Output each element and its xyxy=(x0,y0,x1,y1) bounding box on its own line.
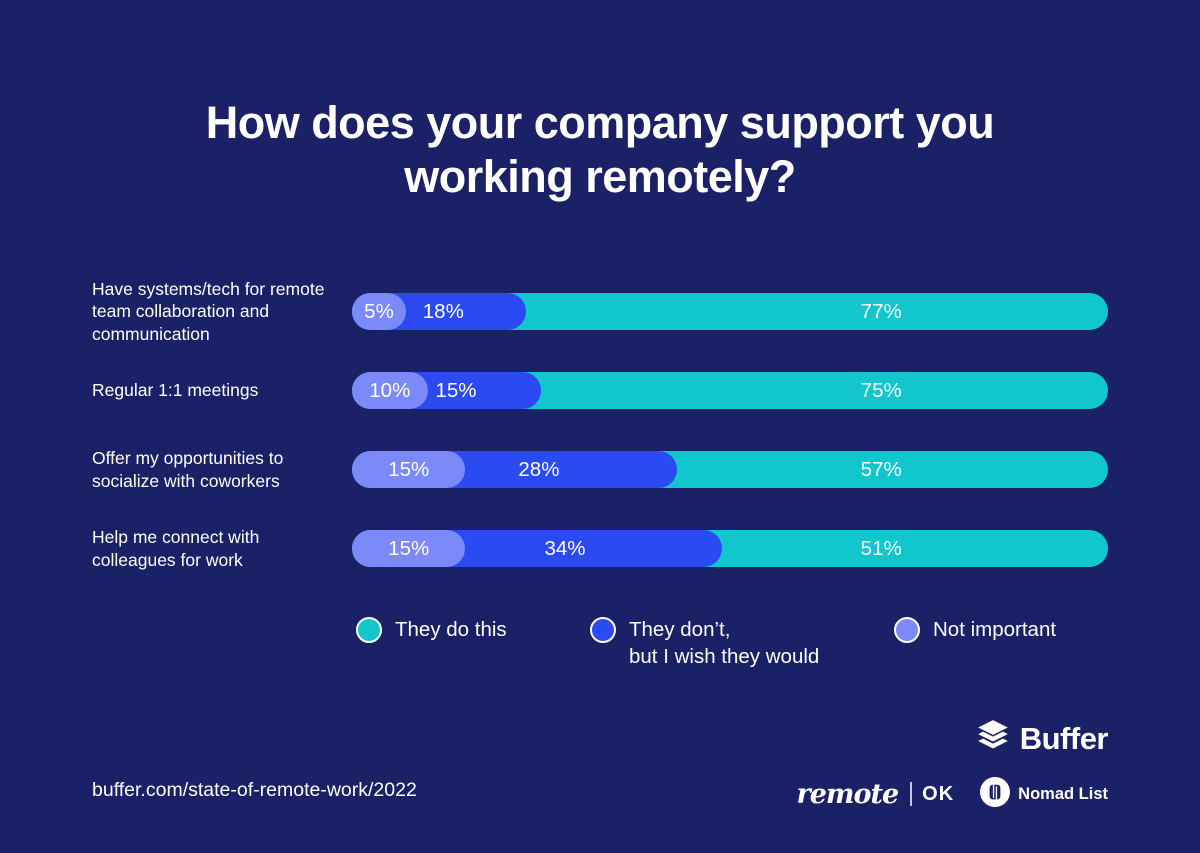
legend-dot-periwinkle-icon xyxy=(894,617,920,643)
bar-track: 75% 15% 10% xyxy=(352,372,1108,409)
buffer-layers-icon xyxy=(975,720,1011,758)
legend-item-they-dont: They don’t, but I wish they would xyxy=(590,616,894,670)
segment-not-important: 5% xyxy=(352,293,406,330)
legend: They do this They don’t, but I wish they… xyxy=(356,616,1056,670)
category-label: Have systems/tech for remote team collab… xyxy=(92,278,325,344)
buffer-logo: Buffer xyxy=(975,720,1109,758)
nomadlist-logo: Nomad List xyxy=(980,776,1108,812)
category-label: Offer my opportunities to socialize with… xyxy=(92,448,284,491)
segment-not-important: 15% xyxy=(352,530,466,567)
value-label-they-dont: 28% xyxy=(518,457,560,481)
legend-dot-blue-icon xyxy=(590,617,616,643)
page-title: How does your company support you workin… xyxy=(205,97,995,202)
bar-track: 77% 18% 5% xyxy=(352,293,1108,330)
segment-not-important: 10% xyxy=(352,372,428,409)
source-url: buffer.com/state-of-remote-work/2022 xyxy=(92,779,417,801)
chart-row: Offer my opportunities to socialize with… xyxy=(92,430,1108,509)
ok-wordmark: OK xyxy=(922,782,955,805)
category-label: Help me connect with colleagues for work xyxy=(92,527,260,570)
value-label-not-important: 5% xyxy=(364,299,394,323)
value-label-they-do: 57% xyxy=(860,457,902,481)
chart-row: Regular 1:1 meetings 75% 15% 10% xyxy=(92,351,1108,430)
legend-item-not-important: Not important xyxy=(894,616,1056,643)
bar-chart: Have systems/tech for remote team collab… xyxy=(92,272,1108,588)
value-label-they-do: 77% xyxy=(860,299,902,323)
remoteok-logo: remote OK xyxy=(797,779,955,810)
divider xyxy=(910,782,913,806)
legend-label: They don’t, but I wish they would xyxy=(629,618,820,669)
segment-not-important: 15% xyxy=(352,451,466,488)
bar-track: 51% 34% 15% xyxy=(352,530,1108,567)
remote-wordmark: remote xyxy=(796,778,900,810)
nomadlist-map-icon xyxy=(980,776,1011,812)
value-label-they-dont: 15% xyxy=(435,378,477,402)
bar-track: 57% 28% 15% xyxy=(352,451,1108,488)
partner-logos: remote OK Nomad List xyxy=(797,772,1108,816)
buffer-wordmark: Buffer xyxy=(1019,721,1109,756)
value-label-they-do: 75% xyxy=(860,378,902,402)
legend-label: They do this xyxy=(395,618,507,641)
legend-item-they-do: They do this xyxy=(356,616,590,643)
value-label-not-important: 10% xyxy=(369,378,411,402)
nomadlist-wordmark: Nomad List xyxy=(1018,784,1108,803)
category-label: Regular 1:1 meetings xyxy=(92,380,259,401)
legend-dot-teal-icon xyxy=(356,617,382,643)
chart-row: Help me connect with colleagues for work… xyxy=(92,509,1108,588)
value-label-not-important: 15% xyxy=(388,457,430,481)
chart-row: Have systems/tech for remote team collab… xyxy=(92,272,1108,351)
value-label-they-do: 51% xyxy=(860,536,902,560)
legend-label: Not important xyxy=(933,618,1057,641)
value-label-not-important: 15% xyxy=(388,536,430,560)
value-label-they-dont: 18% xyxy=(422,299,464,323)
value-label-they-dont: 34% xyxy=(544,536,586,560)
